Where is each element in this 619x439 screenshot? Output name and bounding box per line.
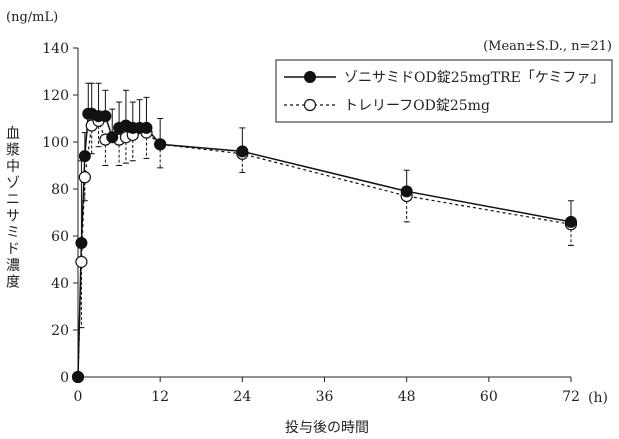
- legend-marker-series-1: [304, 71, 316, 83]
- y-tick-label: 120: [42, 88, 69, 104]
- x-tick-label: 48: [398, 389, 416, 405]
- y-unit-label: (ng/mL): [6, 10, 58, 25]
- y-axis-label-char: ミ: [6, 225, 20, 241]
- series-line-2: [77, 119, 572, 378]
- y-axis-label-char: 血: [6, 126, 20, 142]
- legend-label-series-1: ゾニサミドOD錠25mgTRE「ケミファ」: [344, 70, 604, 86]
- x-tick-label: 12: [151, 389, 169, 405]
- y-axis-label-char: ニ: [6, 192, 20, 208]
- x-tick-label: 0: [74, 389, 83, 405]
- legend-marker-series-2: [303, 98, 317, 112]
- x-axis-label: 投与後の時間: [285, 420, 369, 436]
- y-axis-label-char: 度: [6, 274, 20, 290]
- legend: ゾニサミドOD錠25mgTRE「ケミファ」 トレリーフOD錠25mg: [275, 59, 613, 123]
- stats-note: (Mean±S.D., n=21): [483, 39, 612, 54]
- y-tick-label: 60: [51, 229, 69, 245]
- data-point-series-1: [565, 215, 577, 228]
- y-axis-label-char: 漿: [6, 142, 20, 158]
- y-tick-label: 140: [42, 41, 69, 57]
- x-unit-label: (h): [588, 390, 608, 406]
- data-point-series-1: [154, 138, 167, 151]
- legend-box: [275, 59, 613, 123]
- y-axis-label: 血漿中ゾニサミド濃度: [6, 126, 20, 291]
- x-tick-label: 60: [480, 389, 498, 405]
- legend-label-series-2: トレリーフOD錠25mg: [344, 98, 490, 114]
- y-tick-label: 100: [42, 135, 69, 151]
- y-axis-label-char: サ: [6, 208, 20, 224]
- data-point-series-1: [106, 131, 119, 144]
- y-tick-label: 0: [60, 370, 69, 386]
- data-point-series-1: [75, 237, 88, 250]
- x-tick-label: 72: [562, 389, 580, 405]
- y-axis-label-char: ゾ: [6, 175, 20, 191]
- x-tick-label: 24: [233, 389, 251, 405]
- x-tick-label: 36: [316, 389, 334, 405]
- data-point-series-1: [78, 150, 91, 163]
- data-point-series-2: [78, 171, 91, 184]
- y-axis-label-char: 中: [6, 159, 20, 175]
- y-tick-label: 20: [51, 323, 69, 339]
- data-point-series-1: [236, 145, 249, 158]
- axes: 0 20 40 60 80 100 120 140 0 12 24 36 48 60 72: [42, 41, 580, 405]
- y-tick-label: 80: [51, 182, 69, 198]
- series-lines: [77, 113, 572, 378]
- data-point-series-1: [99, 110, 112, 123]
- data-point-series-1: [72, 371, 84, 383]
- y-axis-label-char: 濃: [6, 258, 20, 274]
- data-point-series-1: [400, 185, 413, 198]
- y-tick-label: 40: [51, 276, 69, 292]
- data-point-series-2: [75, 255, 88, 268]
- series-line-1: [77, 113, 572, 378]
- data-markers: [71, 107, 578, 384]
- data-point-series-1: [140, 121, 153, 134]
- y-axis-label-char: ド: [6, 241, 20, 257]
